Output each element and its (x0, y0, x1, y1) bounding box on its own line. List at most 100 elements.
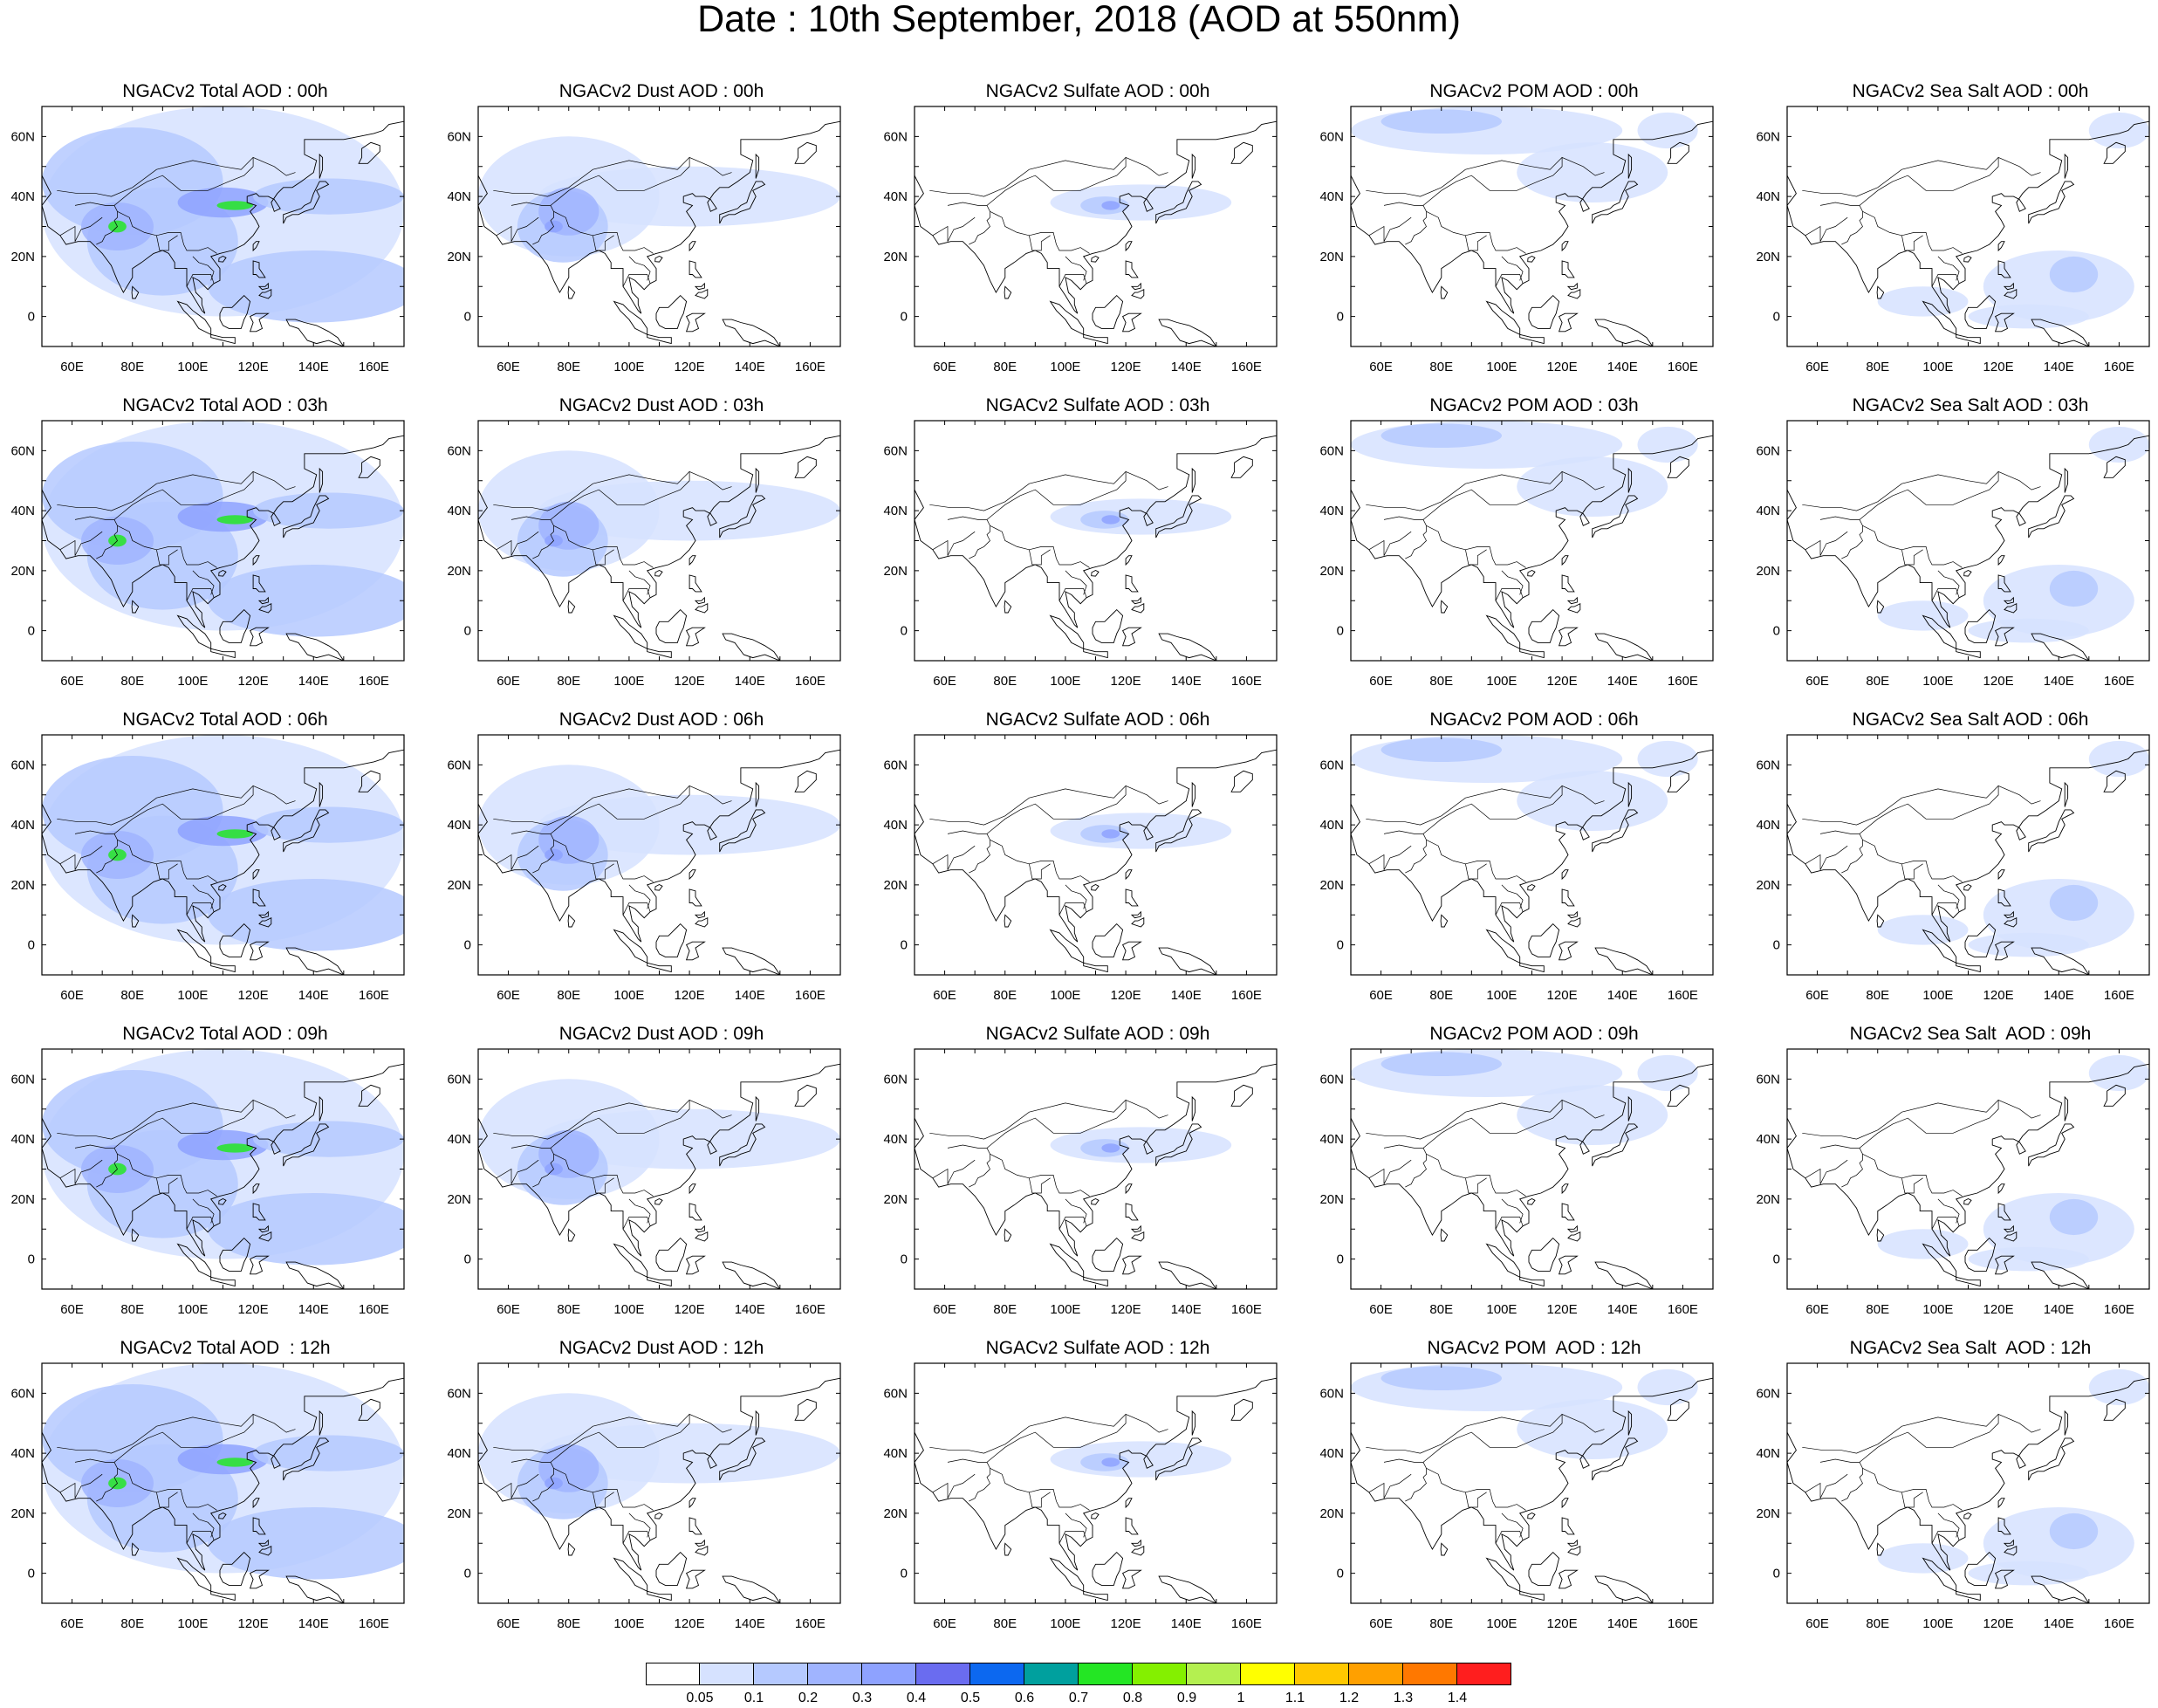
country-border (929, 157, 1127, 197)
coastline (1567, 288, 1581, 299)
country-border (1366, 785, 1563, 826)
lon-tick-label: 100E (613, 1302, 644, 1317)
coastline (1997, 888, 2011, 907)
country-border (1029, 1492, 1051, 1508)
lon-tick-label: 120E (238, 1302, 269, 1317)
coastline (1994, 1255, 2015, 1275)
coastline (694, 596, 705, 605)
country-border (1802, 785, 1999, 826)
lon-tick-label: 140E (1171, 674, 1202, 689)
coastline (1667, 770, 1689, 792)
map-plot: 60E 80E 100E 120E 140E 160E 60N 40N 20N 0 (883, 734, 1278, 1003)
lat-tick-label: 20N (447, 1506, 471, 1521)
country-border (1901, 235, 1923, 251)
aod-contour (1637, 112, 1698, 149)
coastline (654, 1512, 663, 1519)
coastline (2064, 1410, 2069, 1436)
aod-contour (1050, 1441, 1232, 1478)
lat-tick-label: 40N (447, 504, 471, 518)
coastline (1440, 285, 1449, 299)
lat-tick-label: 60N (10, 1072, 35, 1087)
coastline (1125, 574, 1139, 593)
aod-contour (1050, 498, 1232, 535)
aod-field (1050, 1127, 1232, 1163)
coastline (478, 106, 840, 314)
lon-tick-label: 60E (497, 988, 520, 1003)
country-border (1501, 256, 1524, 281)
lat-tick-label: 0 (28, 624, 35, 639)
colorbar-swatch (1241, 1663, 1295, 1685)
figure-title: Date : 10th September, 2018 (AOD at 550n… (697, 0, 1461, 40)
aod-contour (1968, 304, 2089, 329)
aod-contour (216, 515, 254, 525)
coastline (1997, 1183, 2005, 1195)
lon-tick-label: 160E (359, 360, 389, 374)
country-border (553, 1153, 654, 1197)
lat-tick-label: 20N (883, 878, 908, 893)
country-border (1495, 1217, 1524, 1230)
lon-tick-label: 100E (1922, 1302, 1953, 1317)
coastline (1997, 555, 2005, 566)
country-border (74, 1144, 118, 1188)
coastline (1528, 294, 1560, 329)
lat-tick-label: 60N (883, 1386, 908, 1401)
lon-tick-label: 120E (1547, 360, 1578, 374)
coastlines (42, 1363, 404, 1603)
lon-tick-label: 140E (735, 674, 765, 689)
coastline (794, 770, 817, 792)
lat-tick-label: 0 (901, 1567, 908, 1581)
lon-tick-label: 60E (60, 674, 84, 689)
lat-tick-label: 60N (1756, 443, 1780, 458)
coastline (257, 596, 269, 605)
coastline (1440, 914, 1449, 928)
coastline (252, 1183, 260, 1195)
coastline (1997, 1203, 2011, 1221)
country-border (1805, 531, 1848, 556)
panel-title: NGACv2 Dust AOD : 12h (558, 1338, 764, 1358)
coastline (567, 1228, 576, 1242)
lon-tick-label: 80E (1866, 1616, 1889, 1631)
coastline (613, 929, 648, 964)
lat-tick-label: 20N (883, 1506, 908, 1521)
coastline (1351, 1363, 1713, 1571)
lat-tick-label: 60N (10, 129, 35, 144)
coastline (1997, 574, 2011, 593)
country-border (929, 785, 1127, 826)
lat-tick-label: 40N (883, 504, 908, 518)
coastline (1155, 181, 1202, 224)
country-border (1029, 1177, 1051, 1194)
map-panel-pom-03h: NGACv2 POM AOD : 03h 60E 80E 100E 120E 140E 16… (1319, 394, 1787, 704)
lon-tick-label: 80E (1429, 1302, 1453, 1317)
lat-tick-label: 40N (1756, 1446, 1780, 1461)
coastline (358, 456, 380, 478)
coastlines (1351, 106, 1713, 346)
lon-tick-label: 120E (1111, 988, 1141, 1003)
country-border (932, 216, 976, 242)
country-border (74, 202, 118, 245)
coastline (689, 241, 696, 252)
coastline (42, 735, 404, 943)
map-plot: 60E 80E 100E 120E 140E 160E 60N 40N 20N 0 (10, 1048, 405, 1317)
colorbar-label: 0.05 (686, 1691, 714, 1705)
country-border (1426, 1153, 1526, 1197)
coastline (1558, 941, 1579, 961)
panel-title: NGACv2 Sea Salt AOD : 06h (1852, 710, 2089, 730)
coastline (1667, 141, 1689, 164)
coastline (257, 282, 269, 291)
lat-tick-label: 60N (10, 758, 35, 772)
coastline (219, 923, 251, 957)
lat-tick-label: 60N (1756, 1386, 1780, 1401)
lat-tick-label: 20N (1319, 564, 1344, 579)
coastline (478, 735, 840, 943)
coastline (1922, 614, 1957, 650)
lat-tick-label: 60N (447, 1072, 471, 1087)
lat-tick-label: 40N (10, 818, 35, 833)
coastline (1922, 300, 1957, 336)
aod-contour (538, 794, 840, 855)
coastline (257, 1539, 269, 1547)
coastline (1158, 633, 1217, 661)
coastline (1592, 495, 1639, 538)
country-border (1501, 884, 1524, 909)
aod-contour (1380, 423, 1502, 448)
aod-contour (1517, 142, 1668, 202)
